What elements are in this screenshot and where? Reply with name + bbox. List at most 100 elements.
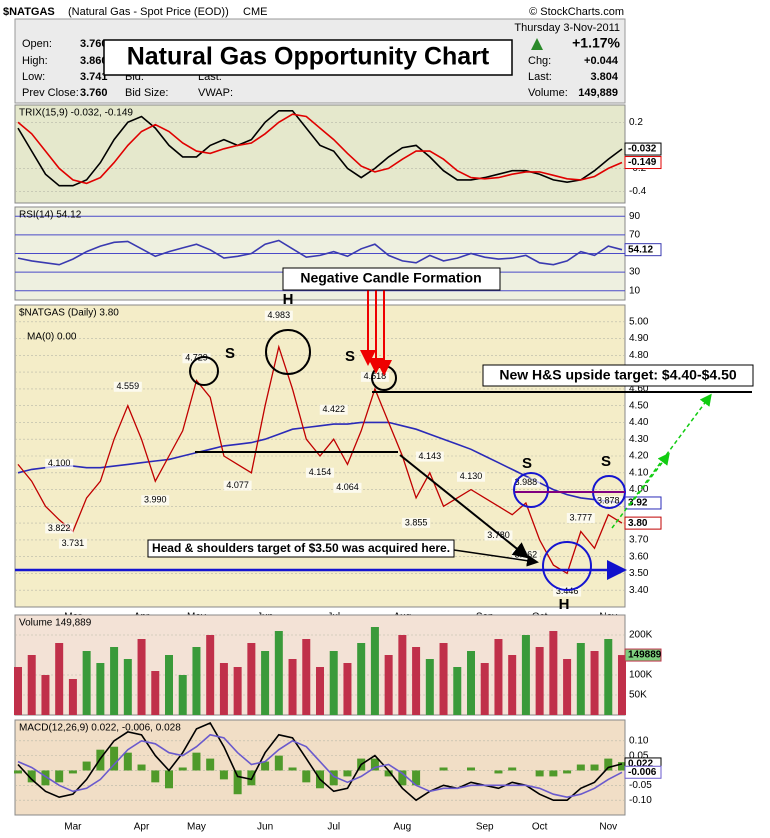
y-tick-label: 30 bbox=[629, 267, 641, 278]
point-label: 4.983 bbox=[268, 310, 291, 320]
bar bbox=[261, 651, 270, 715]
series-line bbox=[17, 721, 623, 802]
panel-legend: MACD(12,26,9) 0.022, -0.006, 0.028 bbox=[19, 723, 181, 734]
point-label: 4.130 bbox=[460, 471, 483, 481]
bar bbox=[219, 770, 228, 780]
bar bbox=[412, 647, 421, 715]
x-tick-label: Jul bbox=[327, 822, 340, 833]
bar bbox=[137, 639, 146, 715]
y-tick-label: 4.80 bbox=[629, 350, 649, 361]
point-label-box bbox=[113, 381, 142, 392]
bar bbox=[439, 643, 448, 715]
bar bbox=[618, 655, 626, 715]
bar bbox=[178, 767, 187, 771]
bar bbox=[55, 643, 64, 715]
point-label: 4.618 bbox=[364, 371, 387, 381]
annotation: New H&S upside target: $4.40-$4.50 bbox=[499, 367, 737, 383]
bar bbox=[110, 647, 119, 715]
symbol: $NATGAS bbox=[3, 6, 55, 18]
point-label: 3.855 bbox=[405, 517, 428, 527]
bar bbox=[370, 758, 379, 771]
value-tag bbox=[624, 496, 662, 510]
value-tag bbox=[624, 765, 662, 779]
point-label-box bbox=[333, 482, 362, 493]
bar bbox=[55, 770, 64, 783]
bar bbox=[288, 767, 297, 771]
point-label: 3.822 bbox=[48, 523, 71, 533]
label: Volume: bbox=[528, 87, 568, 99]
y-tick-label: -0.10 bbox=[629, 795, 652, 806]
bar bbox=[137, 764, 146, 771]
arrow bbox=[453, 549, 539, 567]
bar bbox=[535, 770, 544, 777]
y-tick-label: 0.10 bbox=[629, 735, 649, 746]
bar bbox=[563, 659, 572, 715]
point-label-box bbox=[484, 530, 513, 541]
annotation: Head & shoulders target of $3.50 was acq… bbox=[152, 541, 450, 555]
panel-legend: TRIX(15,9) -0.032, -0.149 bbox=[19, 108, 133, 119]
pattern-letter: H bbox=[559, 596, 570, 613]
bar bbox=[41, 675, 50, 715]
point-label-box bbox=[402, 517, 431, 528]
pattern-letter: S bbox=[601, 453, 611, 470]
y-tick-label: 4.00 bbox=[629, 484, 649, 495]
bar bbox=[27, 655, 36, 715]
bar bbox=[206, 635, 215, 715]
x-tick-label: Mar bbox=[64, 822, 82, 833]
label: VWAP: bbox=[198, 87, 233, 99]
highlight-circle bbox=[189, 356, 219, 386]
value-tag-label: 0.022 bbox=[628, 759, 653, 770]
highlight-circle bbox=[513, 472, 549, 508]
point-label: 4.100 bbox=[48, 458, 71, 468]
point-label: 4.143 bbox=[419, 451, 442, 461]
y-tick-label: -0.4 bbox=[629, 186, 647, 197]
y-tick-label: 4.40 bbox=[629, 417, 649, 428]
point-label-box bbox=[45, 458, 74, 469]
y-tick-label: 4.30 bbox=[629, 434, 649, 445]
point-label: 3.662 bbox=[515, 550, 538, 560]
value-tag bbox=[624, 156, 662, 170]
bar bbox=[343, 770, 352, 777]
value: 3.741 bbox=[80, 71, 108, 83]
point-label: 4.077 bbox=[226, 480, 249, 490]
label: High: bbox=[22, 55, 48, 67]
bar bbox=[398, 770, 407, 786]
point-label: 4.559 bbox=[117, 381, 140, 391]
y-tick-label: 3.40 bbox=[629, 585, 649, 596]
y-tick-label: 50K bbox=[629, 690, 647, 701]
value: +0.044 bbox=[584, 55, 619, 67]
bar bbox=[549, 770, 558, 777]
point-label: 3.878 bbox=[597, 495, 620, 505]
bar bbox=[192, 752, 201, 771]
y-tick-label: 5.00 bbox=[629, 316, 649, 327]
pct-change: +1.17% bbox=[572, 35, 620, 51]
y-tick-label: 10 bbox=[629, 285, 641, 296]
x-tick-label: Apr bbox=[134, 822, 150, 833]
bar bbox=[274, 631, 283, 715]
bar bbox=[82, 761, 91, 771]
x-tick-label: Jun bbox=[257, 822, 273, 833]
bar bbox=[521, 635, 530, 715]
annotations: Negative Candle Formation New H&S upside … bbox=[15, 267, 754, 613]
bar bbox=[425, 659, 434, 715]
label: Bid Size: bbox=[125, 87, 168, 99]
chart-title: Natural Gas Opportunity Chart bbox=[127, 43, 490, 71]
bar bbox=[41, 770, 50, 786]
panel-legend: Volume 149,889 bbox=[19, 618, 92, 629]
panel-legend: MA(0) 0.00 bbox=[27, 332, 77, 343]
label: Chg: bbox=[528, 55, 551, 67]
bar bbox=[219, 663, 228, 715]
bar bbox=[165, 655, 173, 715]
value-tag bbox=[624, 243, 662, 257]
series-line bbox=[17, 344, 623, 575]
value-tag-label: 149889 bbox=[628, 650, 662, 661]
bar bbox=[14, 770, 22, 774]
value-tag bbox=[624, 516, 662, 530]
point-label-box bbox=[58, 538, 87, 549]
point-label-box bbox=[223, 480, 252, 491]
bar bbox=[453, 667, 462, 715]
annotation-box bbox=[147, 539, 455, 558]
y-tick-label: 4.20 bbox=[629, 451, 649, 462]
y-tick-label: 200K bbox=[629, 630, 653, 641]
pattern-letter: S bbox=[345, 348, 355, 365]
